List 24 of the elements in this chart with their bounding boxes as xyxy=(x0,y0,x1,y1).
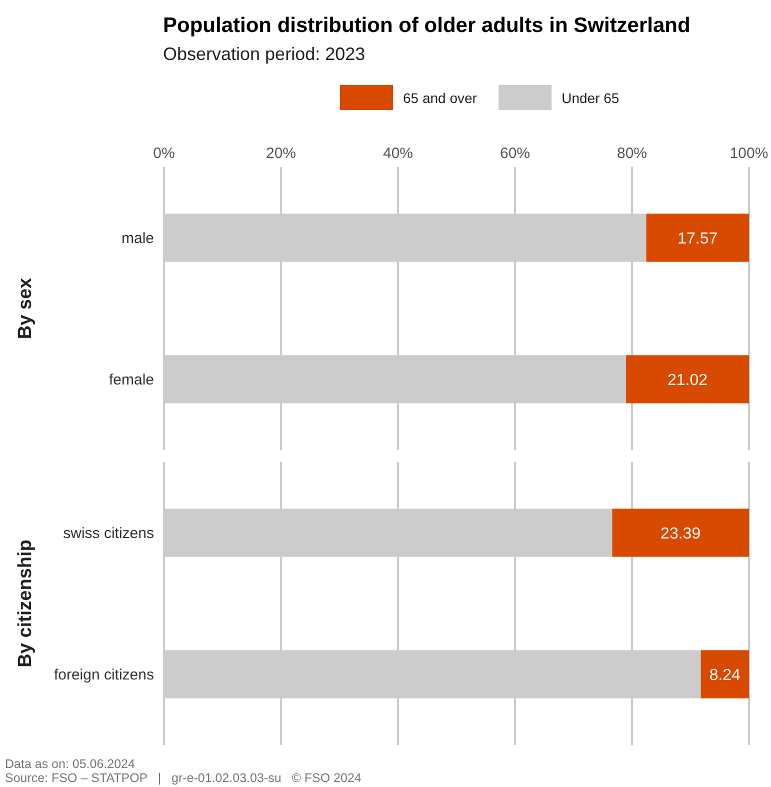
data-label: 8.24 xyxy=(709,666,741,684)
x-tick-label: 60% xyxy=(500,145,530,162)
y-axis-title: By citizenship xyxy=(15,540,36,668)
x-tick-label: 40% xyxy=(382,145,414,162)
y-tick-label: female xyxy=(108,372,154,388)
y-tick-label: swiss citizens xyxy=(63,525,154,542)
data-label: 21.02 xyxy=(667,372,708,389)
legend-label: Under 65 xyxy=(562,90,620,106)
text: Data as on: 05.06.2024 xyxy=(5,757,136,771)
y-tick-label: foreign citizens xyxy=(54,666,154,684)
x-tick-label: 100% xyxy=(730,145,768,162)
data-label: 23.39 xyxy=(660,525,701,542)
y-axis-title: By sex xyxy=(15,277,36,340)
chart-title: Population distribution of older adults in Switzerland xyxy=(163,14,690,37)
bar xyxy=(626,355,749,404)
bar xyxy=(646,214,749,262)
data-label: 17.57 xyxy=(678,230,718,248)
chart-subtitle: Observation period: 2023 xyxy=(163,44,366,64)
x-tick-label: 20% xyxy=(266,145,296,162)
source-note: Source: FSO – STATPOP | gr-e-01.02.03.03-su © FSO 2024 xyxy=(5,771,362,785)
y-tick-label: male xyxy=(121,230,154,247)
x-tick-label: 80% xyxy=(616,145,648,162)
legend-label: 65 and over xyxy=(403,90,478,106)
x-tick-label: 0% xyxy=(153,145,175,162)
